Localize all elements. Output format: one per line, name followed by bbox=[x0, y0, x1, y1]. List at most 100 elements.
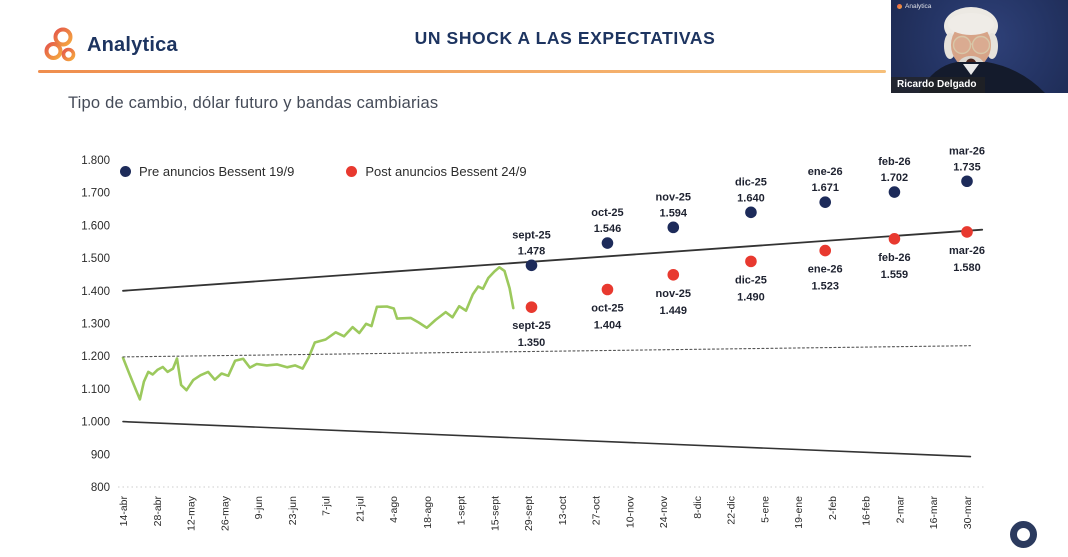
x-tick-label: 4-ago bbox=[388, 496, 400, 523]
slide-header-title: UN SHOCK A LAS EXPECTATIVAS bbox=[414, 28, 716, 48]
webcam-person bbox=[919, 7, 1045, 93]
point-date-label: oct-25 bbox=[591, 302, 623, 314]
data-point-sept-25 bbox=[525, 301, 538, 313]
data-point-mar-26 bbox=[961, 175, 973, 188]
y-tick-label: 1.500 bbox=[81, 253, 110, 265]
point-value-label: 1.559 bbox=[881, 269, 909, 281]
webcam-name-label: Ricardo Delgado bbox=[891, 77, 986, 93]
point-value-label: 1.546 bbox=[594, 223, 622, 235]
chart-title: Tipo de cambio, dólar futuro y bandas ca… bbox=[68, 94, 439, 112]
data-point-dic-25 bbox=[745, 206, 757, 219]
post-series-dot-icon bbox=[346, 166, 358, 177]
series-banda-superior bbox=[122, 228, 984, 292]
y-tick-label: 1.200 bbox=[81, 351, 110, 363]
point-date-label: ene-26 bbox=[808, 264, 843, 276]
webcam-brand-icon bbox=[897, 4, 902, 9]
point-value-label: 1.702 bbox=[881, 172, 909, 184]
x-tick-label: 2-mar bbox=[894, 495, 906, 523]
legend-item-pre: Pre anuncios Bessent 19/9 bbox=[120, 164, 294, 179]
legend-item-post: Post anuncios Bessent 24/9 bbox=[346, 164, 527, 179]
logo-text: Analytica bbox=[87, 33, 178, 56]
x-tick-label: 7-jul bbox=[321, 496, 333, 516]
x-tick-label: 12-may bbox=[186, 495, 198, 531]
x-tick-label: 9-jun bbox=[253, 496, 265, 520]
point-value-label: 1.449 bbox=[660, 305, 688, 317]
point-date-label: dic-25 bbox=[735, 176, 767, 188]
chart-legend: Pre anuncios Bessent 19/9 Post anuncios … bbox=[120, 164, 527, 179]
series-pre: sept-25 1.478 oct-25 1.546 nov-25 1.594 dic-25… bbox=[512, 145, 985, 272]
series-tipo-de-cambio-spot bbox=[121, 265, 515, 401]
header-divider bbox=[38, 70, 886, 73]
series-linea-punteada-referencia bbox=[122, 345, 971, 358]
data-point-ene-26 bbox=[819, 196, 832, 208]
point-date-label: nov-25 bbox=[656, 288, 691, 300]
x-tick-label: 13-oct bbox=[557, 496, 569, 525]
point-date-label: ene-26 bbox=[808, 166, 843, 178]
x-tick-label: 5-ene bbox=[759, 496, 771, 523]
data-point-oct-25 bbox=[601, 237, 614, 249]
y-tick-label: 1.400 bbox=[81, 286, 110, 298]
series-banda-inferior bbox=[122, 420, 972, 458]
x-tick-label: 23-jun bbox=[287, 496, 299, 525]
y-tick-label: 1.800 bbox=[81, 155, 110, 167]
point-date-label: nov-25 bbox=[656, 191, 691, 203]
y-tick-label: 1.700 bbox=[81, 188, 110, 200]
point-value-label: 1.594 bbox=[660, 207, 688, 219]
series-post: sept-25 1.350 oct-25 1.404 nov-25 1.449 dic-25… bbox=[512, 226, 985, 349]
x-tick-label: 28-abr bbox=[152, 496, 164, 527]
x-tick-label: 27-oct bbox=[591, 496, 603, 525]
pre-series-dot-icon bbox=[120, 166, 131, 177]
point-value-label: 1.478 bbox=[518, 245, 546, 257]
webcam-overlay[interactable]: Analytica Ricardo Delgado bbox=[891, 0, 1068, 93]
x-tick-label: 21-jul bbox=[354, 496, 366, 522]
analytica-logo-icon bbox=[44, 27, 76, 62]
x-tick-label: 10-nov bbox=[624, 495, 636, 528]
legend-label-post: Post anuncios Bessent 24/9 bbox=[365, 164, 527, 179]
data-point-oct-25 bbox=[601, 283, 614, 296]
point-date-label: feb-26 bbox=[878, 156, 910, 168]
data-point-ene-26 bbox=[819, 244, 832, 257]
point-value-label: 1.671 bbox=[811, 182, 839, 194]
data-point-feb-26 bbox=[888, 233, 901, 245]
y-tick-label: 900 bbox=[91, 449, 110, 461]
x-tick-label: 16-feb bbox=[861, 496, 873, 526]
data-point-mar-26 bbox=[961, 226, 973, 238]
point-date-label: dic-25 bbox=[735, 274, 767, 286]
y-tick-label: 1.600 bbox=[81, 220, 110, 232]
data-point-dic-25 bbox=[745, 255, 757, 268]
y-tick-label: 800 bbox=[91, 482, 110, 494]
data-point-sept-25 bbox=[525, 259, 538, 272]
point-value-label: 1.490 bbox=[737, 291, 765, 303]
x-tick-label: 29-sept bbox=[523, 496, 535, 531]
x-tick-label: 2-feb bbox=[827, 496, 839, 520]
point-date-label: sept-25 bbox=[512, 229, 551, 241]
webcam-brand: Analytica bbox=[897, 3, 931, 10]
point-value-label: 1.640 bbox=[737, 192, 765, 204]
y-tick-label: 1.300 bbox=[81, 319, 110, 331]
webcam-brand-text: Analytica bbox=[905, 3, 932, 10]
x-tick-label: 24-nov bbox=[658, 495, 670, 528]
app-logo: Analytica bbox=[44, 27, 178, 63]
data-point-feb-26 bbox=[888, 186, 901, 198]
y-tick-label: 1.000 bbox=[81, 417, 110, 429]
x-tick-label: 15-sept bbox=[489, 496, 501, 531]
point-date-label: mar-26 bbox=[949, 245, 985, 257]
x-tick-label: 14-abr bbox=[118, 496, 130, 527]
x-tick-label: 22-dic bbox=[726, 496, 738, 525]
x-tick-label: 8-dic bbox=[692, 496, 704, 519]
x-tick-label: 26-may bbox=[219, 495, 231, 531]
x-tick-label: 16-mar bbox=[928, 496, 940, 530]
y-tick-label: 1.100 bbox=[81, 384, 110, 396]
point-date-label: mar-26 bbox=[949, 145, 985, 157]
x-tick-label: 1-sept bbox=[456, 496, 468, 525]
point-value-label: 1.735 bbox=[953, 161, 981, 173]
x-tick-label: 19-ene bbox=[793, 496, 805, 529]
legend-label-pre: Pre anuncios Bessent 19/9 bbox=[139, 164, 295, 179]
point-value-label: 1.350 bbox=[518, 337, 546, 349]
point-value-label: 1.523 bbox=[811, 281, 839, 293]
x-tick-label: 30-mar bbox=[962, 496, 974, 530]
point-date-label: sept-25 bbox=[512, 320, 551, 332]
data-point-nov-25 bbox=[667, 221, 680, 234]
ring-icon bbox=[1010, 521, 1037, 548]
